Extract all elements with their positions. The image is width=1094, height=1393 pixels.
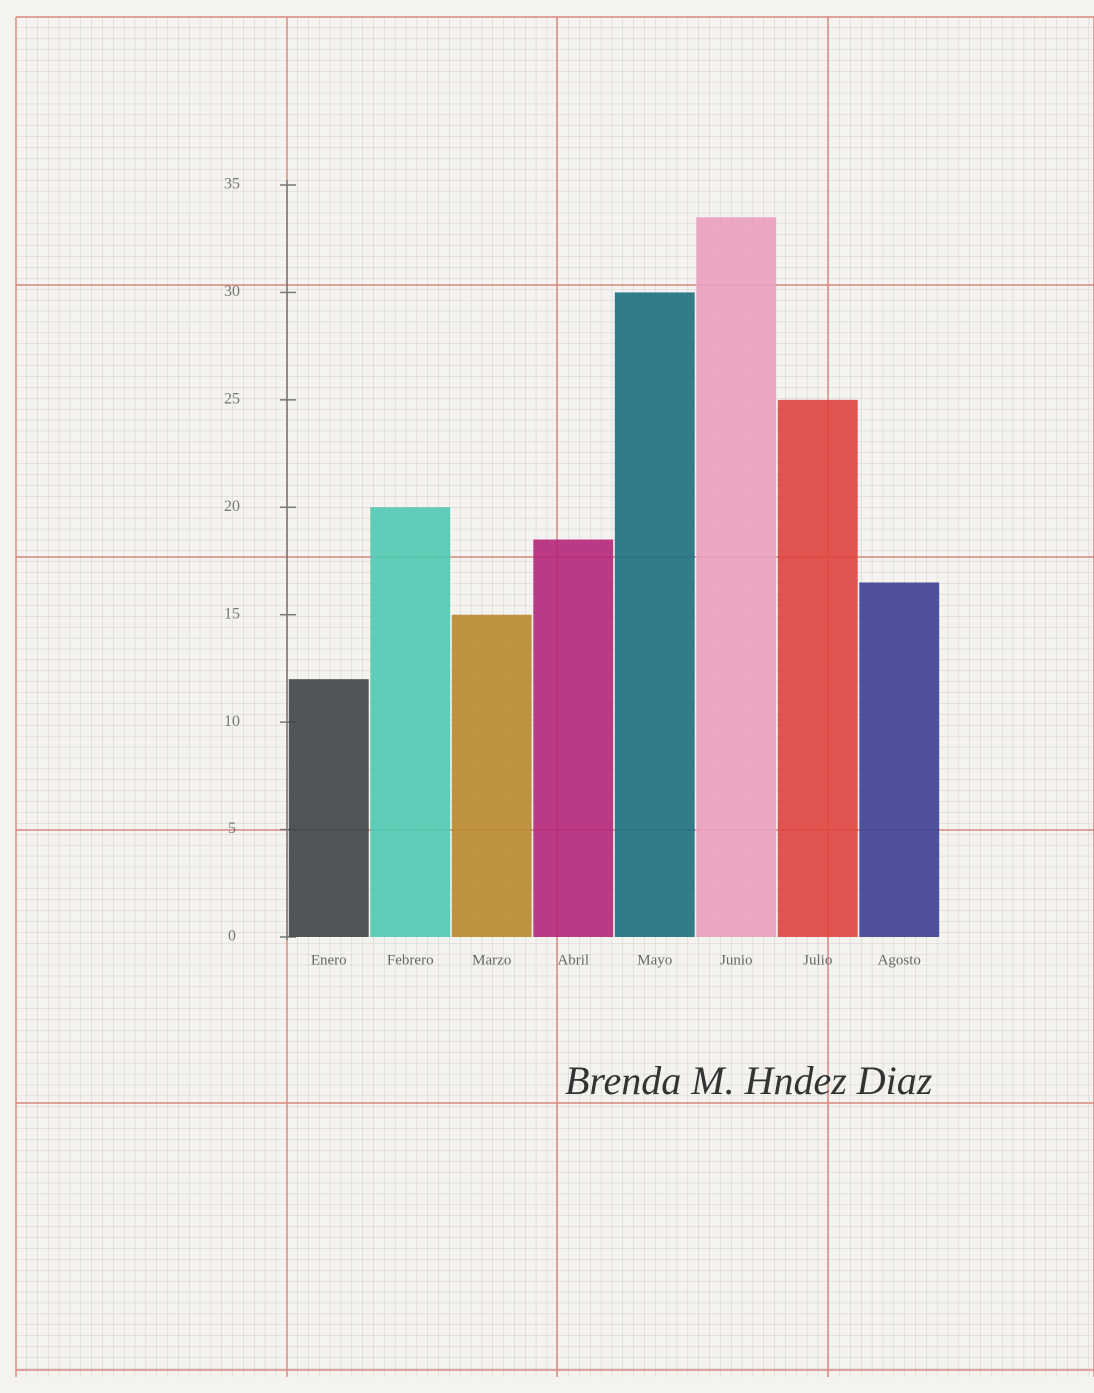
bar	[614, 292, 695, 937]
bar	[451, 614, 532, 937]
y-tick-label: 25	[224, 391, 240, 408]
y-tick-label: 0	[228, 928, 236, 945]
y-tick-label: 10	[224, 713, 240, 730]
bar	[370, 507, 451, 937]
bar	[288, 679, 369, 937]
x-tick-label: Agosto	[878, 952, 921, 968]
x-tick-label: Abril	[557, 952, 589, 968]
y-tick-label: 15	[224, 605, 240, 622]
y-tick-label: 30	[224, 283, 240, 300]
x-tick-label: Mayo	[637, 952, 672, 968]
y-tick-label: 35	[224, 176, 240, 193]
x-tick-label: Julio	[803, 952, 832, 968]
bar	[696, 217, 777, 937]
signature: Brenda M. Hndez Diaz	[565, 1058, 933, 1103]
x-tick-label: Enero	[311, 952, 347, 968]
x-tick-label: Febrero	[387, 952, 434, 968]
y-tick-label: 5	[228, 820, 236, 837]
bar	[777, 399, 858, 937]
bar	[533, 539, 614, 937]
bar	[859, 582, 940, 937]
y-tick-label: 20	[224, 498, 240, 515]
x-tick-label: Junio	[720, 952, 753, 968]
x-tick-label: Marzo	[472, 952, 511, 968]
